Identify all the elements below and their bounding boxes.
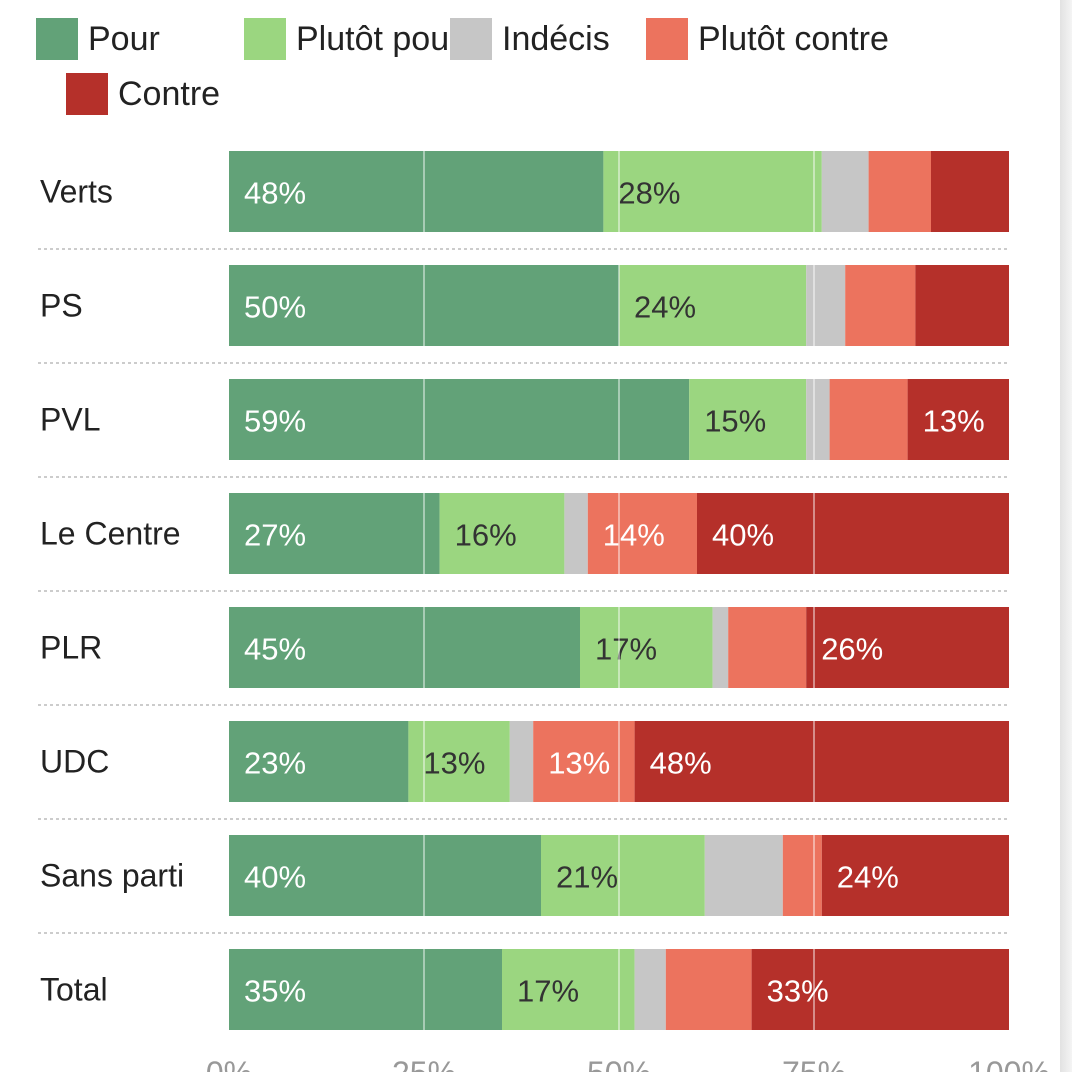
bar-segment xyxy=(806,607,1009,688)
legend-label: Indécis xyxy=(502,19,610,58)
bar-segment xyxy=(907,379,1009,460)
segment-label: 13% xyxy=(548,746,610,781)
legend-label: Plutôt contre xyxy=(698,19,889,58)
bar-segment xyxy=(915,265,1009,346)
bar-segment xyxy=(439,493,565,574)
bar-segment xyxy=(821,151,869,232)
row-label: Sans parti xyxy=(40,858,184,894)
segment-label: 28% xyxy=(618,176,680,211)
segment-label: 26% xyxy=(821,632,883,667)
bar-segment xyxy=(229,265,619,346)
row-label: PVL xyxy=(40,402,100,438)
bar-segment xyxy=(229,379,690,460)
segment-label: 48% xyxy=(244,176,306,211)
legend-label: Contre xyxy=(118,74,221,113)
legend-swatch xyxy=(646,18,688,60)
legend-swatch xyxy=(244,18,286,60)
segment-label: 23% xyxy=(244,746,306,781)
bar-segment xyxy=(509,721,534,802)
segment-label: 50% xyxy=(244,290,306,325)
legend-item: Pour xyxy=(36,18,160,60)
x-tick-label: 75% xyxy=(782,1055,846,1072)
row-label: UDC xyxy=(40,744,109,780)
bar-segment xyxy=(821,835,1009,916)
segment-label: 27% xyxy=(244,518,306,553)
bar-segment xyxy=(619,265,807,346)
bar-segment xyxy=(229,607,580,688)
legend-label: Plutôt pour xyxy=(296,19,461,58)
segment-label: 33% xyxy=(767,974,829,1009)
x-tick-label: 25% xyxy=(392,1055,456,1072)
x-tick-label: 100% xyxy=(968,1055,1050,1072)
bar-segment xyxy=(689,379,807,460)
bar-segment xyxy=(634,949,666,1030)
segment-label: 17% xyxy=(517,974,579,1009)
bar-segment xyxy=(806,265,846,346)
segment-label: 40% xyxy=(712,518,774,553)
bar-segment xyxy=(229,151,604,232)
x-tick-label: 0% xyxy=(206,1055,252,1072)
segment-label: 17% xyxy=(595,632,657,667)
segment-label: 13% xyxy=(423,746,485,781)
bar-segment xyxy=(533,721,635,802)
segment-label: 40% xyxy=(244,860,306,895)
segment-label: 35% xyxy=(244,974,306,1009)
row-label: Le Centre xyxy=(40,516,181,552)
bar-segment xyxy=(502,949,635,1030)
row-label: PLR xyxy=(40,630,102,666)
legend-label: Pour xyxy=(88,19,160,58)
bar-segment xyxy=(229,493,440,574)
scroll-edge xyxy=(1060,0,1072,1072)
segment-label: 14% xyxy=(603,518,665,553)
segment-label: 15% xyxy=(704,404,766,439)
row-label: Total xyxy=(40,972,108,1008)
segment-label: 24% xyxy=(634,290,696,325)
segment-label: 48% xyxy=(650,746,712,781)
legend-swatch xyxy=(450,18,492,60)
legend-item: Plutôt pour xyxy=(244,18,460,60)
segment-label: 59% xyxy=(244,404,306,439)
bar-segment xyxy=(634,721,1009,802)
segment-label: 45% xyxy=(244,632,306,667)
legend-item: Plutôt contre xyxy=(646,18,889,60)
bar-segment xyxy=(603,151,822,232)
row-label: PS xyxy=(40,288,83,324)
segment-label: 13% xyxy=(923,404,985,439)
bar-segment xyxy=(229,835,541,916)
bar-segment xyxy=(564,493,588,574)
bar-segment xyxy=(806,379,830,460)
segment-label: 16% xyxy=(455,518,517,553)
bar-segment xyxy=(931,151,1009,232)
bar-segment xyxy=(408,721,510,802)
bar-segment xyxy=(704,835,783,916)
segment-label: 21% xyxy=(556,860,618,895)
bar-segment xyxy=(845,265,916,346)
bar-segment xyxy=(829,379,908,460)
legend-swatch xyxy=(66,73,108,115)
bar-segment xyxy=(587,493,697,574)
bar-segment xyxy=(229,721,409,802)
segment-label: 24% xyxy=(837,860,899,895)
legend-item: Contre xyxy=(66,73,220,115)
bar-segment xyxy=(868,151,931,232)
bar-segment xyxy=(541,835,705,916)
row-label: Verts xyxy=(40,174,113,210)
bar-segment xyxy=(728,607,807,688)
bar-segment xyxy=(751,949,1009,1030)
x-tick-label: 50% xyxy=(587,1055,651,1072)
bar-segment xyxy=(665,949,752,1030)
legend-swatch xyxy=(36,18,78,60)
bar-segment xyxy=(229,949,502,1030)
legend-item: Indécis xyxy=(450,18,610,60)
bar-segment xyxy=(782,835,822,916)
bar-segment xyxy=(712,607,729,688)
bar-segment xyxy=(697,493,1009,574)
bar-segment xyxy=(580,607,713,688)
